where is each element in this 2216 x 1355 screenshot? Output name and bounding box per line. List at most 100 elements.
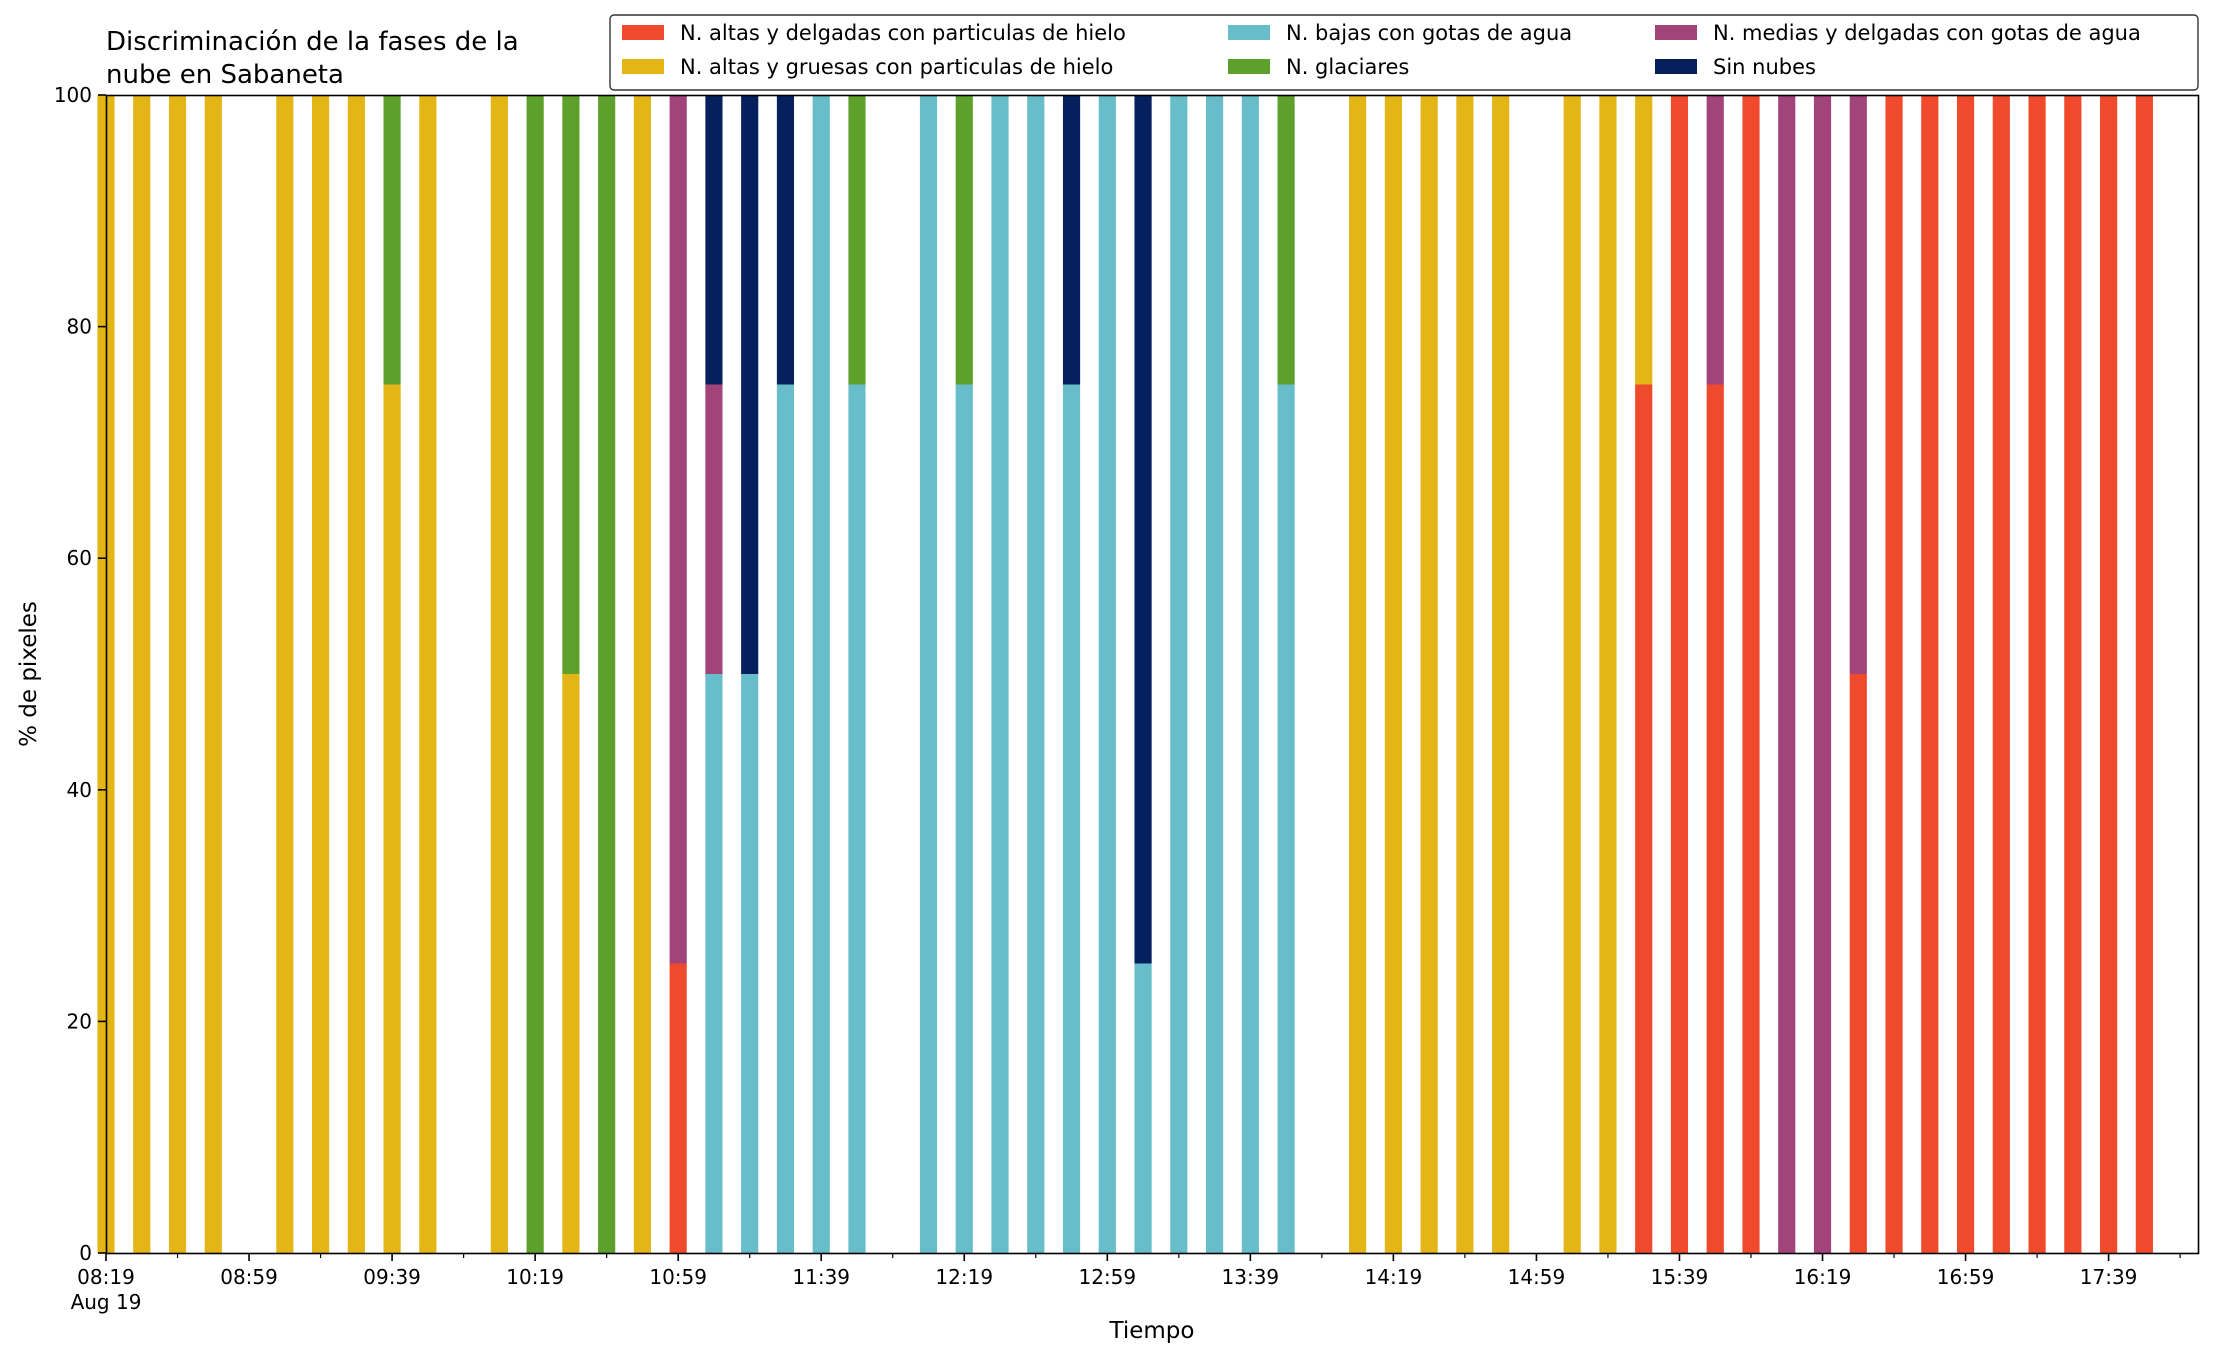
- bar-segment-5-1: [311, 95, 330, 1253]
- x-tick-label-9: 14:19: [1365, 1265, 1423, 1289]
- bar-segment-40-4: [1706, 95, 1724, 385]
- legend-swatch-3: [1228, 59, 1270, 74]
- bar-segment-3-1: [204, 95, 222, 1253]
- bar-segment-40-0: [1706, 384, 1724, 1253]
- chart-title-line-1: Discriminación de la fases de la: [106, 27, 519, 57]
- bar-segment-27-2: [1170, 95, 1188, 1253]
- x-tick-label-0: 08:19: [77, 1265, 135, 1289]
- legend-label-4: N. medias y delgadas con gotas de agua: [1713, 21, 2141, 45]
- x-tick-label-4: 10:59: [649, 1265, 707, 1289]
- bar-segment-4-1: [276, 95, 294, 1253]
- bar-segment-37-1: [1599, 95, 1617, 1253]
- bar-segment-21-2: [955, 384, 973, 1253]
- bar-segment-20-2: [919, 95, 938, 1253]
- legend-swatch-5: [1655, 59, 1697, 74]
- bar-segment-16-5: [741, 95, 759, 674]
- bar-segment-15-5: [705, 95, 723, 385]
- y-tick-label-3: 60: [67, 546, 92, 570]
- bar-segment-1-1: [133, 95, 151, 1253]
- bar-segment-51-0: [2100, 95, 2118, 1253]
- y-tick-label-1: 20: [67, 1009, 92, 1033]
- legend: N. altas y delgadas con particulas de hi…: [609, 14, 2199, 91]
- bar-segment-50-0: [2064, 95, 2082, 1253]
- bar-segment-17-5: [776, 95, 795, 385]
- y-tick-label-5: 100: [54, 83, 92, 107]
- x-tick-label-14: 17:39: [2080, 1265, 2138, 1289]
- bar-segment-29-2: [1241, 95, 1259, 1253]
- legend-swatch-4: [1655, 25, 1697, 40]
- legend-label-5: Sin nubes: [1713, 55, 1816, 79]
- bar-segment-30-3: [1277, 95, 1295, 385]
- x-tick-label-5: 11:39: [792, 1265, 850, 1289]
- bar-segment-44-0: [1849, 674, 1867, 1253]
- bar-segment-8-1: [419, 95, 437, 1253]
- x-axis-label: Tiempo: [1109, 1318, 1195, 1344]
- legend-label-3: N. glaciares: [1286, 55, 1409, 79]
- x-axis: 08:19 08:59 09:39 10:19 10:59 11:39 12:19 12:59…: [71, 1253, 2181, 1314]
- bar-segment-18-2: [812, 95, 830, 1253]
- bar-segment-31-1: [1349, 95, 1367, 1253]
- legend-swatch-2: [1228, 25, 1270, 40]
- x-tick-label-8: 13:39: [1222, 1265, 1280, 1289]
- plot-frame: [105, 94, 2200, 1255]
- bar-segment-26-5: [1134, 95, 1152, 964]
- bar-segment-23-2: [1027, 95, 1045, 1253]
- bar-segment-19-3: [848, 95, 866, 385]
- bar-segment-17-2: [776, 384, 795, 1253]
- bar-segment-35-1: [1492, 95, 1510, 1253]
- bar-segment-24-5: [1062, 95, 1081, 385]
- x-tick-label-12: 16:19: [1794, 1265, 1852, 1289]
- legend-frame: [609, 14, 2199, 91]
- legend-label-1: N. altas y gruesas con particulas de hie…: [680, 55, 1113, 79]
- bar-segment-32-1: [1384, 95, 1402, 1253]
- bar-segment-14-0: [669, 963, 687, 1253]
- bar-segment-7-1: [383, 384, 401, 1253]
- y-axis: 0 20 40 60 80 100: [54, 83, 106, 1265]
- bar-segment-42-4: [1778, 95, 1796, 1253]
- bar-segment-33-1: [1420, 95, 1438, 1253]
- x-tick-label-11: 15:39: [1651, 1265, 1709, 1289]
- chart-title-line-2: nube en Sabaneta: [106, 60, 344, 90]
- bar-segment-44-4: [1849, 95, 1867, 674]
- bar-segment-45-0: [1885, 95, 1903, 1253]
- bar-segment-19-2: [848, 384, 866, 1253]
- legend-swatch-1: [622, 59, 664, 74]
- bar-segment-12-3: [598, 95, 616, 1253]
- bar-segment-43-4: [1813, 95, 1832, 1253]
- bar-segment-46-0: [1921, 95, 1939, 1253]
- bar-segment-36-1: [1563, 95, 1581, 1253]
- bar-segment-14-4: [669, 95, 687, 964]
- bar-segment-28-2: [1206, 95, 1224, 1253]
- bar-segment-16-2: [741, 674, 759, 1253]
- bar-segment-47-0: [1956, 95, 1975, 1253]
- legend-swatch-0: [622, 25, 664, 40]
- bar-segment-39-0: [1670, 95, 1689, 1253]
- bar-segment-11-3: [562, 95, 580, 674]
- bar-segment-22-2: [991, 95, 1009, 1253]
- bar-segment-15-4: [705, 384, 723, 674]
- x-tick-label-3: 10:19: [506, 1265, 564, 1289]
- bar-segment-7-3: [383, 95, 401, 385]
- bar-segment-41-0: [1742, 95, 1760, 1253]
- bar-segment-30-2: [1277, 384, 1295, 1253]
- y-tick-label-2: 40: [67, 778, 92, 802]
- bar-segment-11-1: [562, 674, 580, 1253]
- bar-segment-6-1: [347, 95, 365, 1253]
- legend-label-0: N. altas y delgadas con particulas de hi…: [680, 21, 1126, 45]
- x-tick-label-2: 09:39: [363, 1265, 421, 1289]
- y-tick-label-4: 80: [67, 315, 92, 339]
- bar-segment-25-2: [1098, 95, 1116, 1253]
- x-tick-label-10: 14:59: [1508, 1265, 1566, 1289]
- y-tick-label-0: 0: [79, 1241, 92, 1265]
- x-tick-label-7: 12:59: [1078, 1265, 1136, 1289]
- x-tick-label-6: 12:19: [935, 1265, 993, 1289]
- bar-segment-15-2: [705, 674, 723, 1253]
- bar-segment-2-1: [168, 95, 187, 1253]
- legend-label-2: N. bajas con gotas de agua: [1286, 21, 1572, 45]
- bar-segment-9-1: [490, 95, 508, 1253]
- bar-segment-38-1: [1635, 95, 1653, 385]
- bar-segment-21-3: [955, 95, 973, 385]
- bar-segment-13-1: [633, 95, 651, 1253]
- bar-segment-34-1: [1456, 95, 1474, 1253]
